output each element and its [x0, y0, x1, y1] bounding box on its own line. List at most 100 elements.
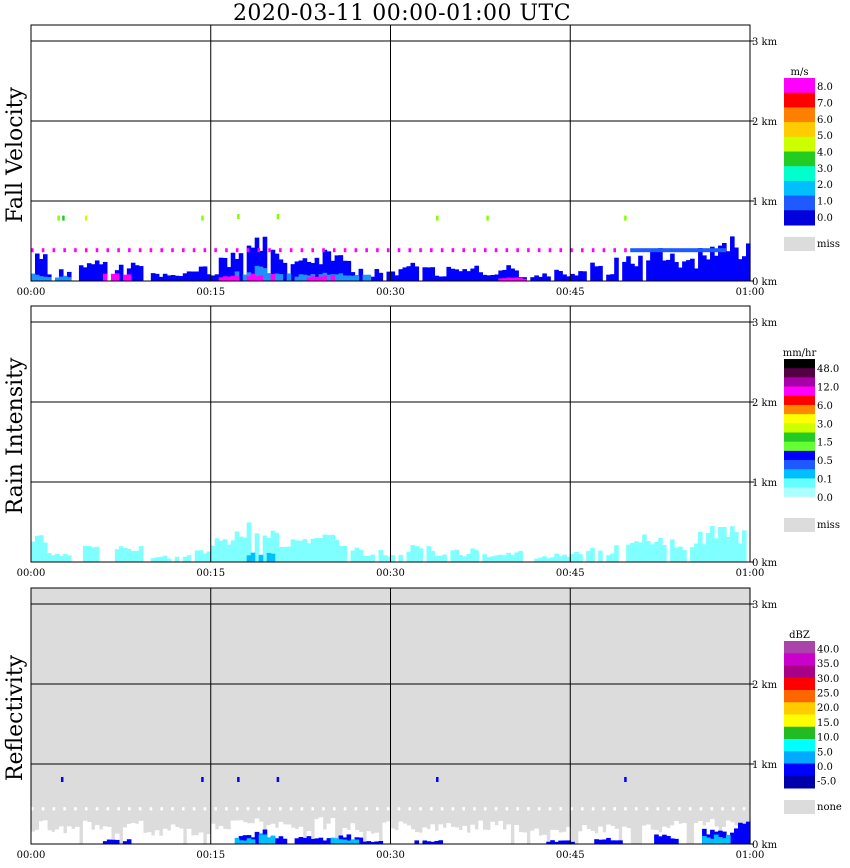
data-cell: [550, 829, 555, 844]
data-cell: [294, 829, 300, 844]
data-cell: [214, 274, 220, 281]
data-cell: [714, 834, 719, 844]
data-cell: [734, 247, 739, 281]
data-cell: [418, 832, 424, 844]
data-cell: [186, 828, 192, 844]
panel-1: Rain Intensity 0 km 1 km 2 km 3 km 00:00 00:15…: [3, 305, 840, 579]
data-cell: [234, 258, 240, 281]
data-cell: [138, 266, 144, 281]
data-cell: [158, 276, 164, 281]
data-cell: [450, 268, 456, 281]
data-cell: [690, 547, 695, 562]
data-cell: [250, 247, 256, 281]
data-cell: [74, 807, 77, 811]
data-cell: [306, 543, 312, 562]
data-cell: [606, 837, 611, 844]
data-cell: [254, 276, 260, 281]
y-tick-label: 1 km: [752, 760, 778, 771]
data-cell: [642, 534, 647, 562]
data-cell: [726, 820, 731, 844]
data-cell: [734, 828, 739, 844]
data-cell: [330, 818, 336, 844]
data-cell: [306, 261, 312, 281]
data-cell: [419, 248, 422, 253]
data-cell: [362, 555, 368, 562]
data-cell: [238, 536, 244, 562]
data-cell: [537, 248, 541, 253]
data-cell: [234, 820, 240, 844]
data-cell: [650, 249, 655, 281]
data-cell: [257, 807, 261, 811]
data-cell: [311, 248, 315, 253]
data-cell: [58, 826, 64, 844]
data-cell: [602, 839, 607, 844]
data-cell: [702, 544, 707, 562]
data-cell: [494, 555, 499, 562]
data-cell: [694, 543, 699, 562]
data-cell: [270, 274, 276, 281]
data-cell: [698, 248, 703, 281]
data-cell: [354, 839, 360, 844]
data-cell: [84, 807, 88, 811]
x-tick-label: 00:15: [196, 287, 225, 298]
data-cell: [690, 258, 695, 281]
data-cell: [440, 807, 444, 811]
data-cell: [214, 538, 220, 562]
data-cell: [54, 829, 60, 844]
data-cell: [714, 538, 719, 562]
data-cell: [694, 268, 699, 281]
data-point: [624, 215, 627, 221]
data-cell: [518, 277, 523, 281]
data-cell: [114, 549, 120, 562]
data-cell: [570, 553, 575, 562]
colorbar-swatch: [784, 665, 815, 679]
data-cell: [279, 248, 282, 253]
colorbar-label: 7.0: [817, 99, 833, 110]
data-cell: [646, 260, 651, 281]
data-cell: [338, 273, 344, 281]
data-cell: [322, 248, 325, 253]
data-cell: [378, 272, 384, 281]
data-cell: [630, 542, 635, 562]
data-cell: [54, 553, 60, 562]
data-cell: [698, 531, 703, 562]
data-cell: [346, 260, 352, 281]
data-cell: [322, 829, 328, 844]
data-cell: [706, 822, 711, 844]
data-cell: [473, 248, 476, 253]
data-cell: [222, 257, 228, 281]
data-cell: [426, 841, 432, 844]
data-cell: [450, 826, 456, 844]
data-cell: [430, 550, 436, 562]
data-cell: [154, 557, 160, 562]
data-cell: [158, 556, 164, 562]
data-cell: [710, 838, 715, 844]
data-point: [436, 215, 439, 221]
data-cell: [289, 248, 293, 253]
data-cell: [290, 827, 296, 844]
data-cell: [270, 823, 276, 844]
data-cell: [346, 834, 352, 844]
data-cell: [262, 535, 268, 562]
colorbar-swatch: [784, 432, 815, 443]
data-cell: [397, 807, 401, 811]
data-cell: [354, 829, 360, 844]
colorbar-swatch: [784, 386, 815, 397]
data-cell: [610, 274, 615, 281]
data-cell: [198, 266, 204, 281]
data-cell: [458, 829, 463, 844]
data-cell: [174, 827, 180, 844]
data-cell: [742, 807, 746, 811]
data-cell: [110, 839, 116, 844]
data-cell: [314, 257, 320, 281]
data-cell: [626, 256, 631, 281]
data-cell: [718, 836, 723, 844]
colorbar-swatch: [784, 414, 815, 424]
data-cell: [42, 254, 48, 281]
data-cell: [149, 807, 153, 811]
x-tick-label: 00:30: [376, 568, 405, 579]
colorbar-swatch: [784, 739, 815, 752]
data-cell: [254, 533, 260, 562]
